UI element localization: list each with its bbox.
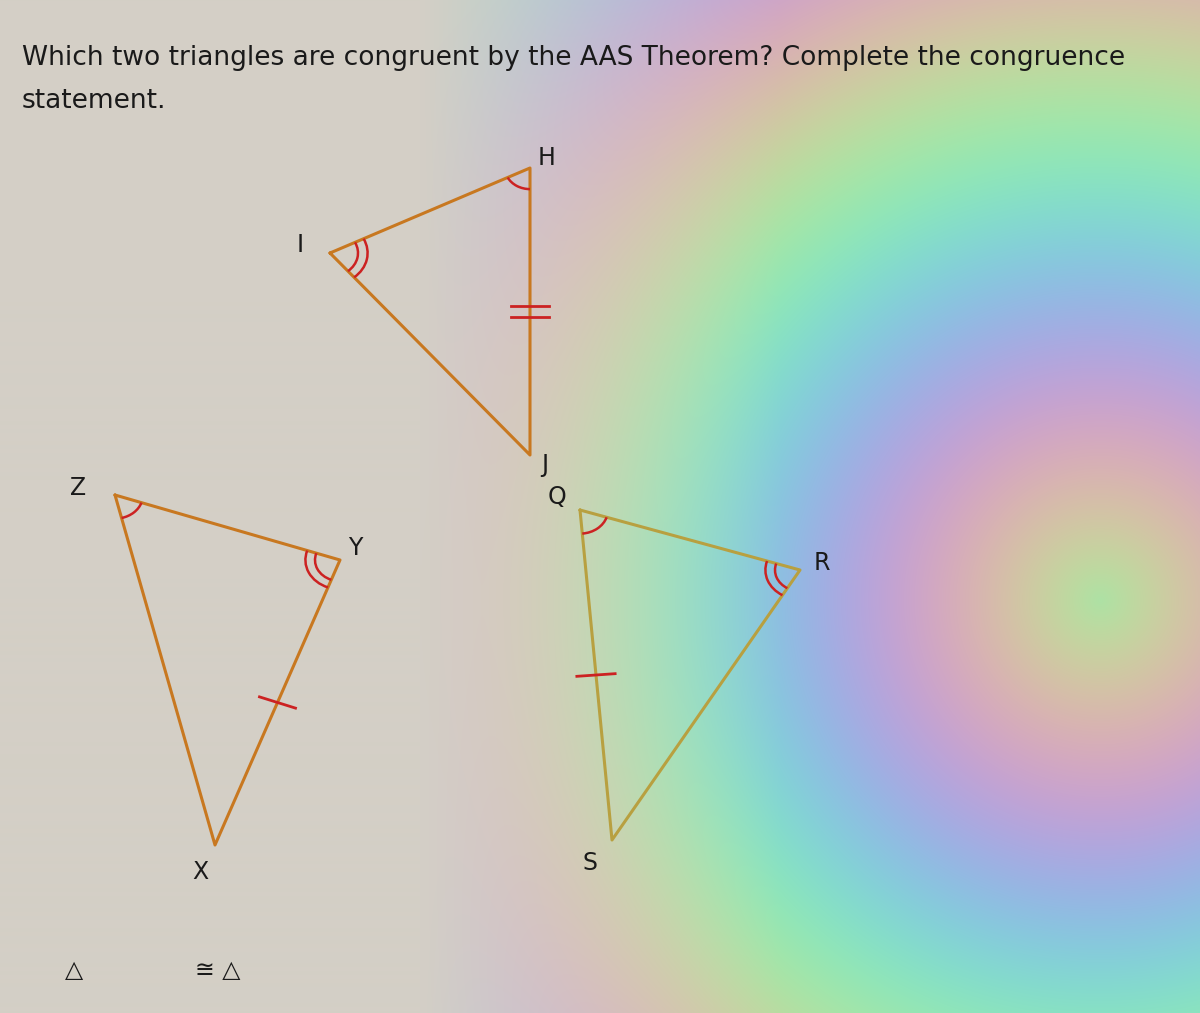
Text: J: J (541, 453, 548, 477)
Text: H: H (538, 146, 556, 170)
Text: Q: Q (547, 485, 566, 509)
Text: Y: Y (348, 536, 362, 560)
Text: X: X (192, 860, 208, 884)
Text: statement.: statement. (22, 88, 167, 114)
Text: S: S (582, 851, 598, 875)
Text: I: I (296, 233, 304, 257)
Text: R: R (814, 551, 830, 575)
Text: ≅ △: ≅ △ (194, 958, 240, 982)
Text: Z: Z (70, 476, 86, 500)
Text: Which two triangles are congruent by the AAS Theorem? Complete the congruence: Which two triangles are congruent by the… (22, 45, 1126, 71)
Text: △: △ (65, 958, 83, 982)
